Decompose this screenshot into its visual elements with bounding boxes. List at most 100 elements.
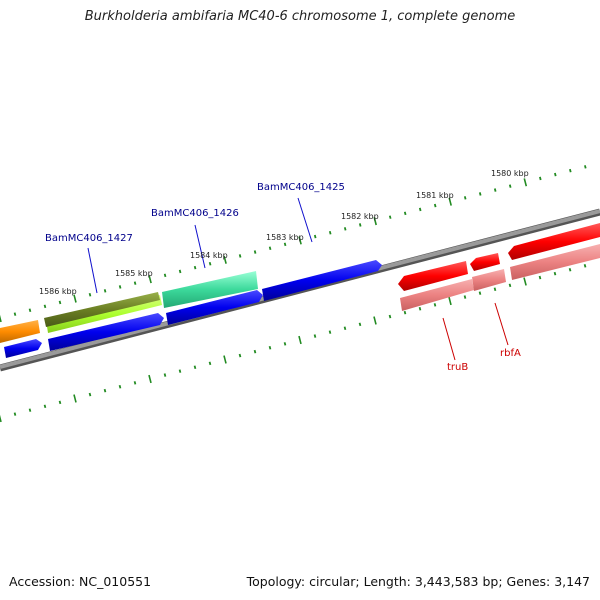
minor-tick [103,388,107,393]
minor-tick [193,265,197,270]
minor-tick [508,184,512,188]
minor-tick [193,365,197,370]
minor-tick [178,269,182,274]
minor-tick [463,295,467,299]
minor-tick [118,285,122,289]
minor-tick [43,304,47,309]
rbfA-light-feature[interactable] [472,269,506,291]
major-tick [148,374,152,384]
accession-text: Accession: NC_010551 [9,574,152,589]
minor-tick [403,211,407,216]
major-tick [373,217,377,226]
minor-tick [103,289,107,293]
minor-tick [539,176,542,181]
gene-label-BamMC406_1427[interactable]: BamMC406_1427 [45,233,133,244]
minor-tick [568,267,572,272]
minor-tick [163,273,167,278]
major-tick [523,277,527,286]
minor-tick [253,349,257,354]
minor-tick [388,215,392,219]
gene-labels: BamMC406_1427 BamMC406_1426 BamMC406_142… [45,182,521,373]
minor-tick [328,330,332,334]
minor-tick [313,234,317,239]
minor-tick [328,230,332,235]
truB-arrow[interactable] [398,261,468,291]
minor-tick [478,192,482,196]
minor-tick [268,246,272,251]
gene-label-truB[interactable]: truB [447,362,468,373]
scale-label: 1580 kbp [491,169,529,178]
inner-scale-ring [0,264,587,423]
scale-label: 1586 kbp [39,287,77,296]
light-feature[interactable] [510,244,600,280]
minor-tick [584,165,587,169]
minor-tick [28,408,32,412]
scale-label: 1584 kbp [190,251,228,260]
minor-tick [163,373,167,377]
major-tick [298,335,302,345]
minor-tick [569,168,572,173]
major-tick [448,197,452,206]
minor-tick [433,303,437,307]
major-tick [523,178,528,187]
teal-feature[interactable] [162,271,258,308]
minor-tick [88,292,92,297]
label-leaders [87,197,509,361]
minor-tick [43,404,47,409]
minor-tick [253,250,257,254]
outer-scale-ring [0,165,587,323]
gene-label-rbfA[interactable]: rbfA [500,348,521,359]
minor-tick [13,312,17,316]
scale-label: 1583 kbp [266,233,304,242]
minor-tick [478,291,482,295]
minor-tick [313,334,317,338]
minor-tick [178,369,182,373]
cds-arrow-reverse[interactable] [508,223,600,260]
truB-light-feature[interactable] [400,279,474,311]
minor-tick [493,287,497,292]
gene-label-BamMC406_1426[interactable]: BamMC406_1426 [151,208,239,219]
olive-feature[interactable] [44,292,160,327]
minor-tick [463,196,467,200]
cds-arrow[interactable] [48,313,164,351]
forward-strand-features [4,260,382,358]
minor-tick [88,392,92,397]
minor-tick [133,381,137,385]
minor-tick [343,326,347,331]
major-tick [73,294,77,303]
minor-tick [13,412,17,416]
major-tick [298,236,302,245]
minor-tick [238,254,242,258]
minor-tick [433,203,437,208]
major-tick [373,316,377,325]
rbfA-arrow[interactable] [470,253,500,271]
minor-tick [283,342,287,346]
cds-arrow[interactable] [4,339,42,358]
major-tick [223,355,227,364]
minor-tick [268,345,272,350]
major-tick [73,394,77,403]
minor-tick [58,300,62,305]
major-tick [0,314,2,323]
major-tick [448,296,452,306]
minor-tick [283,242,287,247]
minor-tick [238,353,242,358]
colored-features [0,271,258,343]
minor-tick [403,310,407,315]
scale-label: 1582 kbp [341,212,379,221]
major-tick [0,414,2,423]
gene-label-BamMC406_1425[interactable]: BamMC406_1425 [257,182,345,193]
minor-tick [418,306,422,311]
cds-arrow[interactable] [166,290,263,325]
cds-arrow[interactable] [262,260,382,301]
minor-tick [28,308,32,313]
minor-tick [358,322,362,327]
minor-tick [208,261,212,266]
minor-tick [553,271,557,276]
minor-tick [418,207,422,212]
minor-tick [343,227,347,231]
reverse-strand-features [398,223,600,311]
genome-stats-text: Topology: circular; Length: 3,443,583 bp… [246,574,590,589]
orange-feature[interactable] [0,320,40,343]
